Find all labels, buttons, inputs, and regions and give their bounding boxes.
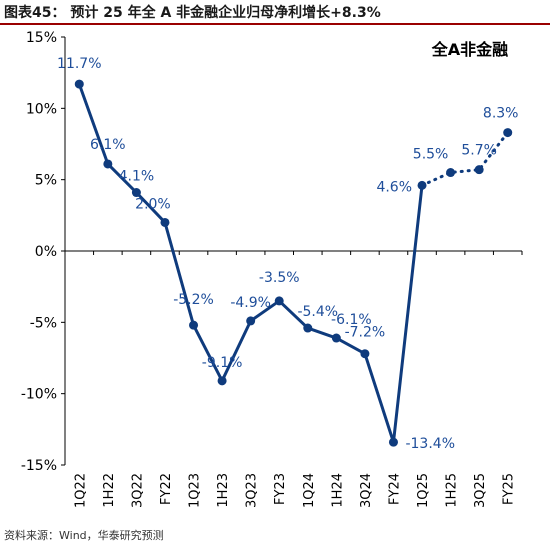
line-chart: 15% 10% 5% 0% -5% -10% -15% 1Q22 1H22 3Q22 FY22 1Q2… (21, 30, 523, 508)
data-point (217, 376, 227, 386)
data-label: -9.1% (202, 355, 243, 371)
data-point (388, 437, 398, 447)
x-tick-label: 1Q23 (188, 473, 203, 508)
data-point (246, 316, 256, 326)
x-tick-label: FY22 (159, 473, 174, 505)
data-label: -3.5% (259, 270, 300, 286)
data-label: 6.1% (90, 137, 126, 153)
y-tick-label: 15% (26, 30, 57, 46)
source-note: 资料来源：Wind，华泰研究预测 (4, 529, 164, 542)
data-point (303, 323, 313, 333)
y-tick-label: 10% (26, 101, 57, 117)
x-tick-label: 1H25 (445, 473, 460, 508)
data-label: 8.3% (483, 106, 519, 122)
data-point (474, 165, 484, 175)
data-point (160, 217, 170, 227)
data-label: 4.6% (376, 179, 412, 195)
data-point (417, 180, 427, 190)
data-point (74, 79, 84, 89)
x-tick-label: 1Q22 (73, 473, 88, 508)
data-label: 2.0% (135, 196, 171, 212)
data-point (103, 159, 113, 169)
data-point (446, 168, 456, 178)
y-tick-label: -15% (21, 458, 57, 474)
data-label: -4.9% (230, 295, 271, 311)
y-tick-label: 0% (35, 244, 57, 260)
data-label: 4.1% (119, 169, 155, 185)
x-tick-label: FY23 (273, 473, 288, 505)
x-tick-label: 1Q25 (416, 473, 431, 508)
x-tick-label: 1H22 (102, 473, 117, 508)
figure-header: 图表45： 预计 25 年全 A 非金融企业归母净利增长+8.3% (0, 0, 550, 25)
x-tick-label: 3Q25 (473, 473, 488, 508)
x-tick-label: 1H24 (330, 473, 345, 508)
y-tick-label: -5% (30, 315, 57, 331)
data-point (503, 128, 513, 138)
series-line-forecast (420, 131, 510, 187)
y-tick-label: 5% (35, 173, 57, 189)
data-label: 5.5% (413, 147, 449, 163)
x-tick-label: 3Q22 (130, 473, 145, 508)
x-tick-label: 1H23 (216, 473, 231, 508)
chart-title: 全A非金融 (431, 40, 508, 59)
series-line-actual (77, 83, 424, 444)
data-label: -5.2% (173, 292, 214, 308)
x-tick-label: 3Q24 (359, 473, 374, 508)
data-label: -7.2% (345, 325, 386, 341)
data-label: -6.1% (331, 312, 372, 328)
data-point (131, 188, 141, 198)
data-label: 11.7% (57, 56, 101, 72)
x-tick-label: 3Q23 (245, 473, 260, 508)
data-point (331, 333, 341, 343)
figure-title: 图表45： 预计 25 年全 A 非金融企业归母净利增长+8.3% (4, 5, 381, 21)
data-point (274, 296, 284, 306)
data-label: -13.4% (405, 436, 455, 452)
data-point (360, 349, 370, 359)
y-tick-label: -10% (21, 387, 57, 403)
data-label: 5.7% (461, 143, 497, 159)
x-tick-label: FY24 (387, 473, 402, 505)
data-point (189, 320, 199, 330)
x-tick-label: FY25 (502, 473, 517, 505)
data-label: -5.4% (297, 304, 338, 320)
x-tick-label: 1Q24 (302, 473, 317, 508)
header-divider (0, 23, 550, 25)
